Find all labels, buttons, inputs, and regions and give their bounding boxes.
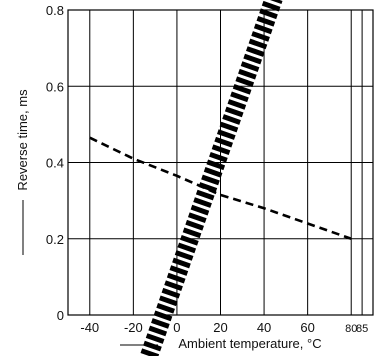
- y-tick-label: 0: [57, 308, 64, 323]
- y-tick-label: 0.4: [46, 156, 64, 171]
- y-axis-label: Reverse time, ms: [15, 89, 30, 191]
- plot-frame: [67, 9, 374, 316]
- y-axis-ticks: 0 0.2 0.4 0.6 0.8: [46, 3, 64, 323]
- y-tick-label: 0.6: [46, 79, 64, 94]
- series-line-dashed: [89, 136, 352, 240]
- x-tick-label: -40: [80, 320, 99, 335]
- x-tick-label: 20: [213, 320, 227, 335]
- x-tick-label: 0: [173, 320, 180, 335]
- y-tick-label: 0.8: [46, 3, 64, 18]
- x-tick-label: 40: [257, 320, 271, 335]
- grid-lines: [68, 9, 373, 316]
- x-tick-label: 80: [345, 323, 357, 335]
- x-axis-label: Ambient temperature, °C: [178, 336, 321, 351]
- x-tick-label: 85: [356, 323, 368, 335]
- y-tick-label: 0.2: [46, 232, 64, 247]
- x-tick-label: 60: [300, 320, 314, 335]
- diagonal-striped-band: [140, 0, 283, 356]
- x-tick-label: -20: [124, 320, 143, 335]
- series-layer: [89, 136, 352, 240]
